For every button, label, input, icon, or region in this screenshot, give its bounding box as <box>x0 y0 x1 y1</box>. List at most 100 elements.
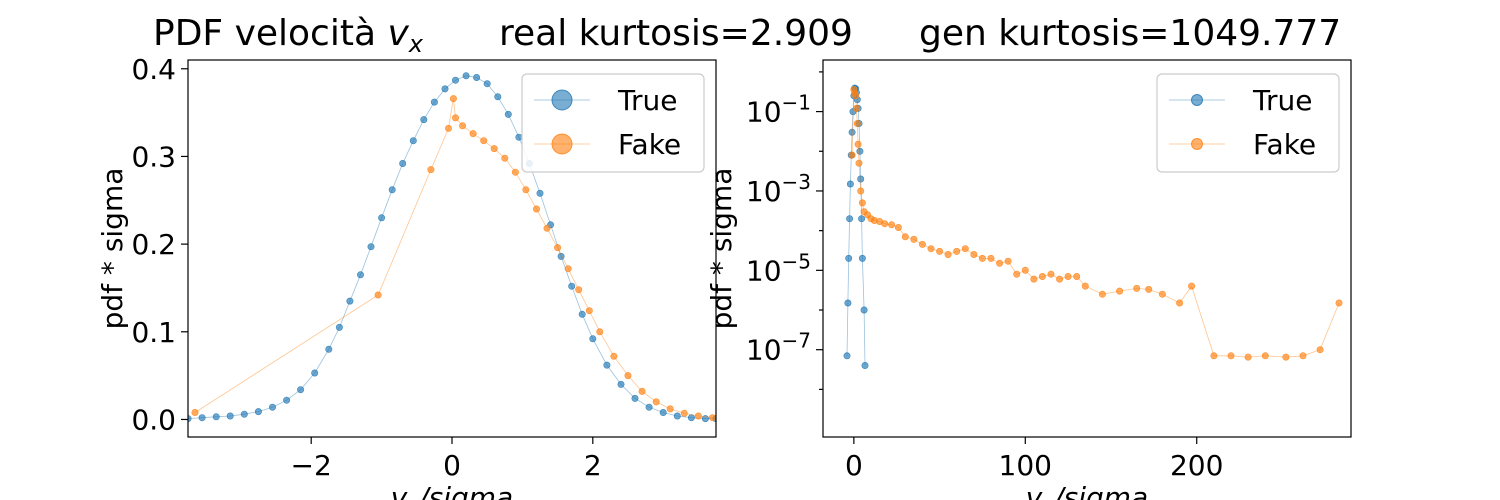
data-point-fake <box>596 328 604 336</box>
data-point-fake <box>854 140 862 148</box>
data-point-true <box>240 410 248 418</box>
data-point-fake <box>910 235 918 243</box>
data-point-fake <box>852 92 860 100</box>
data-point-true <box>226 412 234 420</box>
data-point-fake <box>191 408 199 416</box>
data-point-true <box>846 215 854 223</box>
data-point-fake <box>1038 272 1046 280</box>
data-point-fake <box>1133 284 1141 292</box>
series-fake <box>848 86 1343 361</box>
data-point-fake <box>575 286 583 294</box>
plot-frame <box>822 59 1352 438</box>
data-point-fake <box>1299 352 1307 360</box>
data-point-fake <box>944 251 952 259</box>
x-axis-label: vx/sigma <box>391 481 513 500</box>
data-point-fake <box>857 187 865 195</box>
legend-marker-fake <box>1191 138 1203 150</box>
data-point-fake <box>936 247 944 255</box>
data-point-fake <box>1098 290 1106 298</box>
data-point-true <box>603 361 611 369</box>
y-tick-label: 0.1 <box>131 316 176 349</box>
data-point-fake <box>564 265 572 273</box>
data-point-fake <box>901 233 909 241</box>
data-point-true <box>858 254 866 262</box>
data-point-fake <box>694 412 702 420</box>
data-point-true <box>557 252 565 260</box>
y-axis-label: pdf * sigma <box>705 168 738 330</box>
data-point-fake <box>881 220 889 228</box>
data-point-fake <box>490 145 498 153</box>
data-point-fake <box>532 205 540 213</box>
x-tick-label: 200 <box>1170 449 1223 482</box>
legend-label-fake: Fake <box>1253 128 1316 161</box>
data-point-true <box>645 403 653 411</box>
data-point-true <box>844 299 852 307</box>
figure-title: PDF velocità vx real kurtosis=2.909 gen … <box>153 13 1341 58</box>
data-point-fake <box>961 245 969 253</box>
data-point-true <box>673 412 681 420</box>
data-point-fake <box>853 120 861 128</box>
y-tick-label: 10−7 <box>746 329 811 367</box>
data-point-true <box>687 414 695 422</box>
data-point-true <box>297 386 305 394</box>
data-point-true <box>578 310 586 318</box>
data-point-fake <box>1047 270 1055 278</box>
data-point-fake <box>680 409 688 417</box>
data-point-fake <box>888 221 896 229</box>
x-axis-label: vx/sigma <box>1026 481 1148 500</box>
data-point-true <box>856 147 864 155</box>
data-point-fake <box>1030 275 1038 283</box>
data-point-true <box>568 282 576 290</box>
data-point-fake <box>918 240 926 248</box>
series-line-fake <box>194 98 713 419</box>
data-point-fake <box>927 245 935 253</box>
data-point-fake <box>1116 287 1124 295</box>
data-point-true <box>430 98 438 106</box>
legend: True Fake <box>1156 73 1340 173</box>
data-point-true <box>388 186 396 194</box>
y-tick-label: 0.3 <box>131 140 176 173</box>
data-point-fake <box>459 122 467 130</box>
data-point-fake <box>953 247 961 255</box>
data-point-fake <box>978 254 986 262</box>
data-point-fake <box>1335 299 1343 307</box>
data-point-fake <box>543 224 551 232</box>
data-point-fake <box>1004 257 1012 265</box>
y-tick-label: 10−5 <box>746 249 811 287</box>
data-point-fake <box>585 307 593 315</box>
data-point-true <box>536 189 544 197</box>
y-tick-label: 0.4 <box>131 53 176 86</box>
data-point-fake <box>1021 266 1029 274</box>
data-point-true <box>451 76 459 84</box>
series-true <box>843 84 869 369</box>
data-point-true <box>631 394 639 402</box>
data-point-fake <box>1158 290 1166 298</box>
x-tick-label: 0 <box>443 449 461 482</box>
data-point-true <box>356 271 364 279</box>
data-point-true <box>311 369 319 377</box>
data-point-true <box>409 137 417 145</box>
data-point-true <box>857 175 865 183</box>
x-tick-label: 100 <box>999 449 1052 482</box>
data-point-fake <box>511 168 519 176</box>
data-point-true <box>858 215 866 223</box>
data-point-true <box>335 323 343 331</box>
data-point-fake <box>1282 353 1290 361</box>
data-point-true <box>504 110 512 118</box>
x-tick-label: −2 <box>291 449 332 482</box>
data-point-fake <box>451 114 459 122</box>
data-point-fake <box>708 414 716 422</box>
data-point-true <box>473 74 481 82</box>
data-point-true <box>420 116 428 124</box>
data-point-fake <box>1261 352 1269 360</box>
data-point-fake <box>996 259 1004 267</box>
data-point-fake <box>480 137 488 145</box>
data-point-true <box>494 93 502 101</box>
series-fake <box>191 95 716 422</box>
data-point-true <box>617 380 625 388</box>
data-point-true <box>283 396 291 404</box>
data-point-true <box>701 415 709 423</box>
data-point-true <box>845 254 853 262</box>
